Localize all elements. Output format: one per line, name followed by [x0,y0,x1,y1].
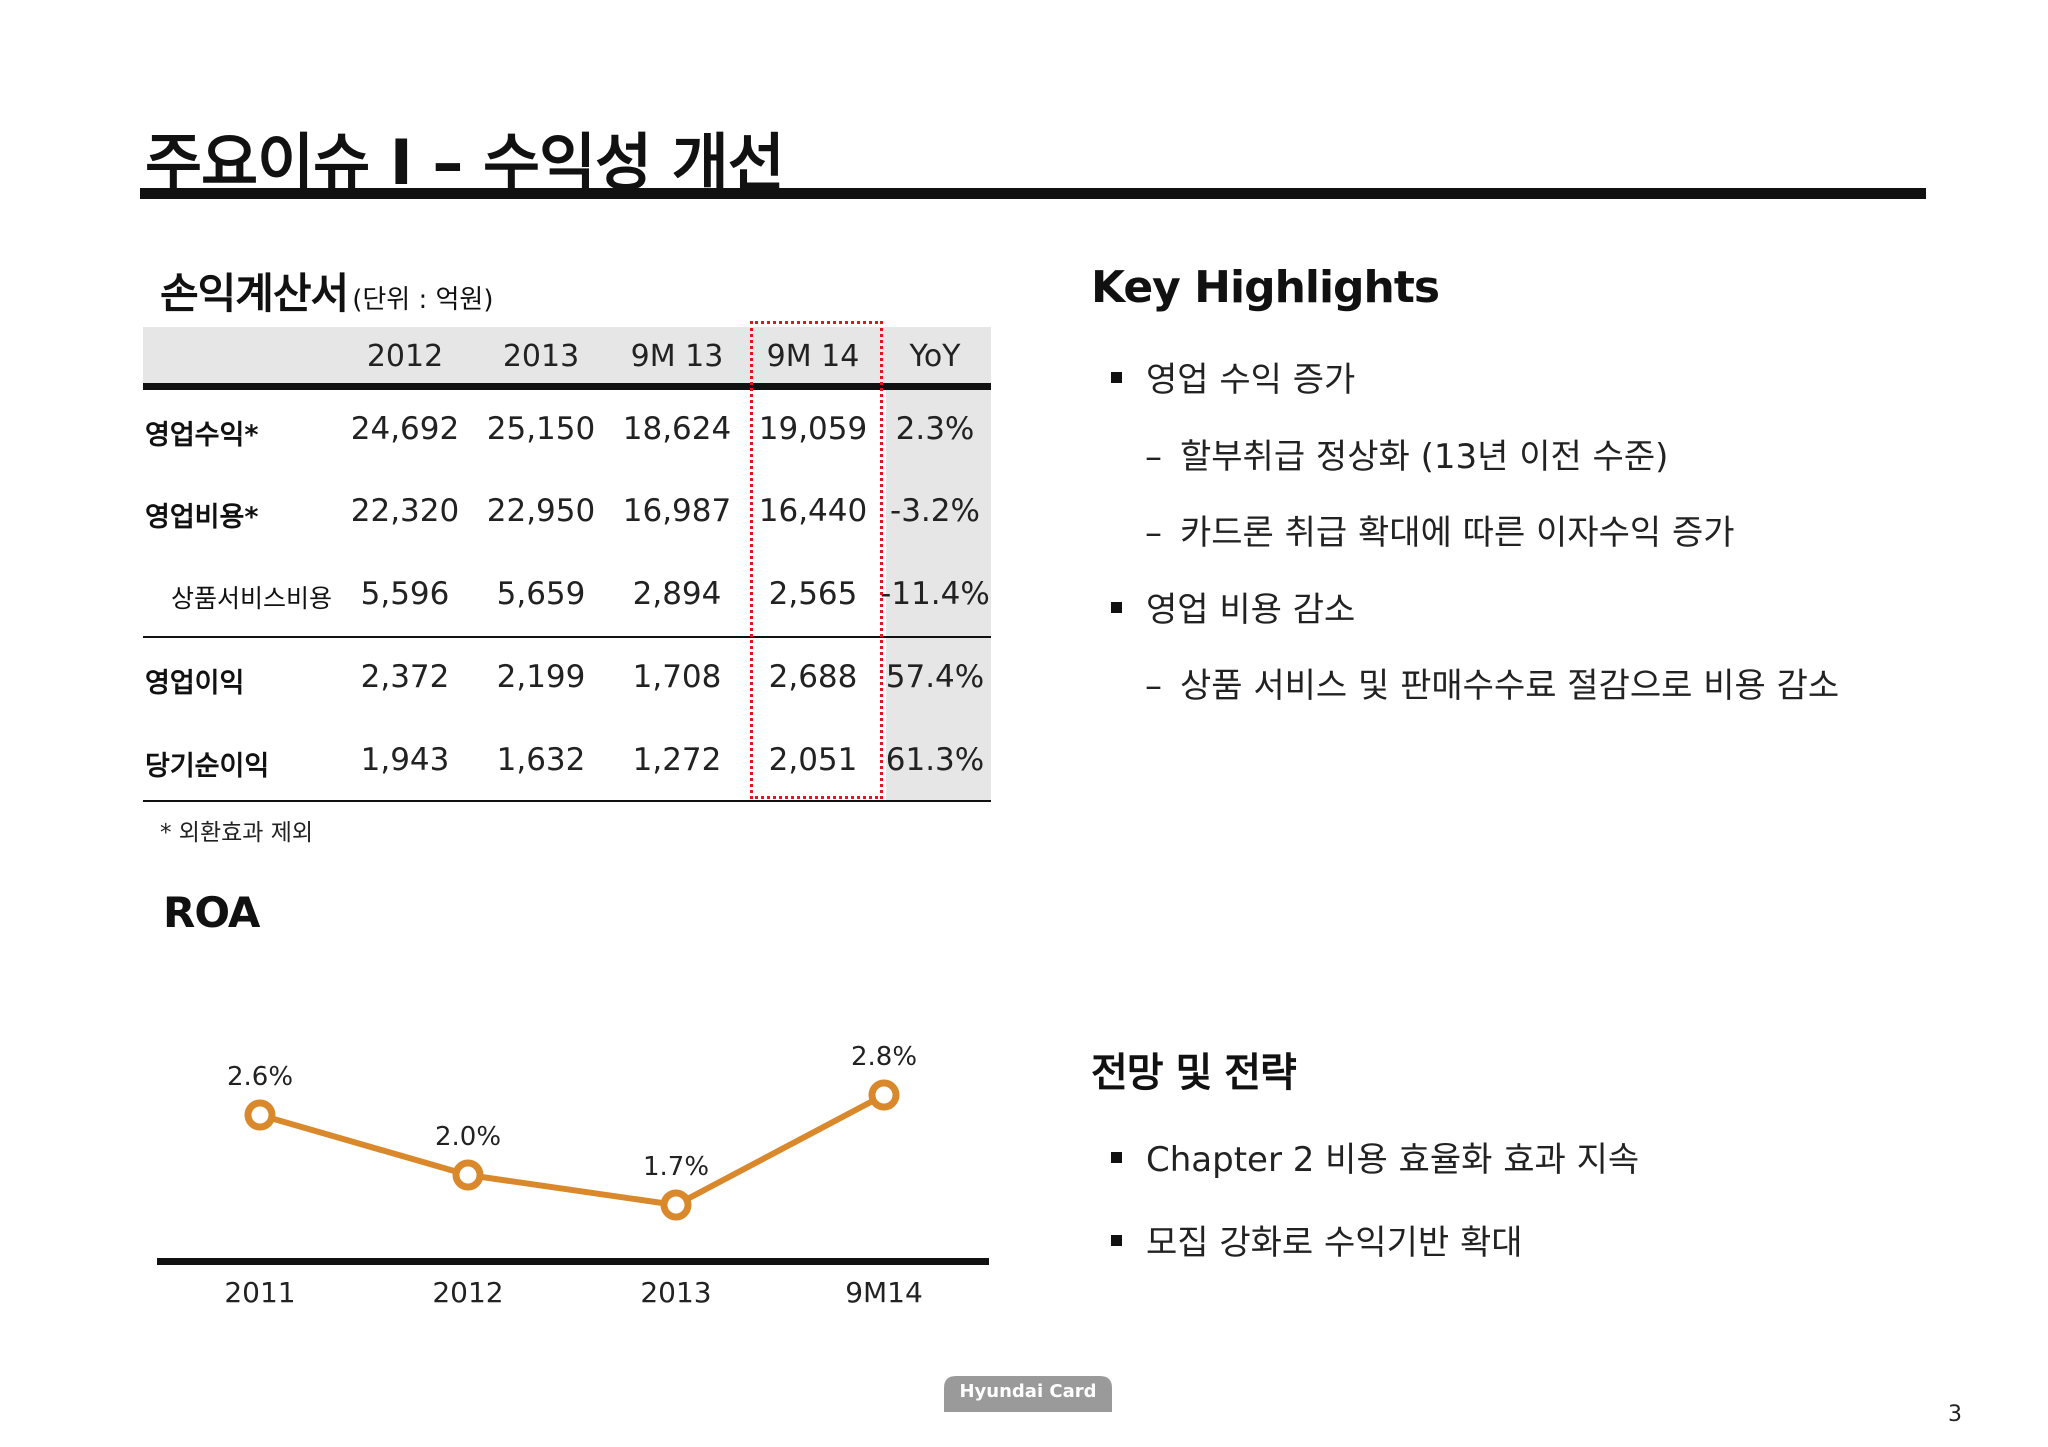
table-cell: -3.2% [890,493,980,529]
chart-baseline [157,1258,989,1265]
column-header: 9M 14 [766,339,860,374]
highlight-bullet: 영업 수익 증가 [1111,352,1355,401]
roa-data-label: 2.0% [435,1122,501,1152]
page-title: 주요이슈 I – 수익성 개선 [145,126,785,199]
table-cell: 19,059 [758,411,868,447]
strategy-text: 모집 강화로 수익기반 확대 [1146,1223,1523,1263]
bullet-square-icon [1111,372,1122,383]
income-statement-table: 2012 2013 9M 13 9M 14 YoY 영업수익* 24,692 2… [143,321,991,802]
table-header-background [143,327,991,389]
bottom-rule [143,800,991,802]
table-cell: 1,632 [496,742,586,778]
roa-data-label: 2.8% [851,1042,917,1072]
highlight-sub-bullet: – 상품 서비스 및 판매수수료 절감으로 비용 감소 [1145,658,1839,707]
table-cell: 2,051 [768,742,858,778]
roa-data-labels: 2.6% 2.0% 1.7% 2.8% [227,1042,917,1182]
roa-data-label: 2.6% [227,1062,293,1092]
roa-data-label: 1.7% [643,1152,709,1182]
row-label: 당기순이익 [145,751,270,782]
table-cell: 18,624 [622,411,732,447]
strategy-bullet: Chapter 2 비용 효율화 효과 지속 [1111,1132,1639,1181]
bullet-square-icon [1111,1235,1122,1246]
highlight-text: 영업 비용 감소 [1146,590,1356,630]
unit-label: (단위 : 억원) [352,285,494,315]
table-cell: 2,199 [496,659,586,695]
strategy-heading: 전망 및 전략 [1091,1050,1297,1096]
logo-text: Hyundai Card [959,1381,1097,1402]
table-cell: 16,440 [758,493,868,529]
bullet-square-icon [1111,602,1122,613]
roa-x-tick-label: 2013 [640,1276,711,1309]
dash-icon: – [1145,666,1162,706]
row-label: 영업이익 [145,668,245,699]
bullet-square-icon [1111,1152,1122,1163]
roa-points [244,1079,900,1221]
column-header: YoY [909,339,961,374]
roa-x-tick-label: 2012 [432,1276,503,1309]
table-cell: 2,894 [632,576,722,612]
table-cell: -11.4% [880,576,990,612]
row-label: 영업수익* [145,420,259,451]
dash-icon: – [1145,437,1162,477]
subtotal-rule [143,636,991,638]
highlight-text: 영업 수익 증가 [1146,360,1356,400]
table-cell: 1,943 [360,742,450,778]
table-cell: 2,372 [360,659,450,695]
dash-icon: – [1145,513,1162,553]
roa-point [244,1099,276,1131]
column-header: 2012 [366,339,444,374]
column-header: 2013 [502,339,580,374]
highlight-box-9m14 [750,321,883,799]
roa-point [452,1159,484,1191]
highlight-sub-text: 카드론 취급 확대에 따른 이자수익 증가 [1180,513,1735,553]
highlight-sub-bullet: – 카드론 취급 확대에 따른 이자수익 증가 [1145,505,1735,554]
row-label: 영업비용* [145,502,259,533]
footnote: * 외환효과 제외 [160,820,314,846]
key-highlights-heading: Key Highlights [1091,262,1440,313]
table-cell: 16,987 [622,493,732,529]
column-header: 9M 13 [630,339,724,374]
strategy-bullet: 모집 강화로 수익기반 확대 [1111,1215,1523,1264]
roa-point [660,1189,692,1221]
roa-point [868,1079,900,1111]
roa-x-tick-label: 2011 [224,1276,295,1309]
roa-series-line [259,1092,886,1208]
hyundai-card-logo: Hyundai Card [944,1376,1112,1412]
table-cell: 61.3% [885,742,985,778]
table-cell: 24,692 [350,411,460,447]
highlight-sub-bullet: – 할부취급 정상화 (13년 이전 수준) [1145,429,1668,478]
table-cell: 5,596 [360,576,450,612]
row-label: 상품서비스비용 [171,584,333,613]
table-cell: 2.3% [895,411,975,447]
highlight-sub-text: 할부취급 정상화 (13년 이전 수준) [1180,437,1669,477]
table-cell: 5,659 [496,576,586,612]
table-cell: 2,688 [768,659,858,695]
table-cell: 2,565 [768,576,858,612]
page-number: 3 [1948,1402,1962,1427]
highlight-bullet: 영업 비용 감소 [1111,582,1355,631]
strategy-text: Chapter 2 비용 효율화 효과 지속 [1146,1140,1640,1180]
title-rule [140,188,1926,199]
table-cell: 1,272 [632,742,722,778]
yoy-column-background [886,389,991,800]
header-rule [143,383,991,390]
income-statement-title: 손익계산서 [160,269,349,318]
roa-heading: ROA [163,888,260,937]
highlight-sub-text: 상품 서비스 및 판매수수료 절감으로 비용 감소 [1180,666,1840,706]
table-cell: 22,950 [486,493,596,529]
income-statement-heading: 손익계산서 (단위 : 억원) [160,260,493,321]
table-cell: 25,150 [486,411,596,447]
roa-x-tick-label: 9M14 [845,1276,923,1309]
table-cell: 1,708 [632,659,722,695]
roa-x-ticks: 2011 2012 2013 9M14 [224,1276,922,1309]
table-cell: 22,320 [350,493,460,529]
table-cell: 57.4% [885,659,985,695]
